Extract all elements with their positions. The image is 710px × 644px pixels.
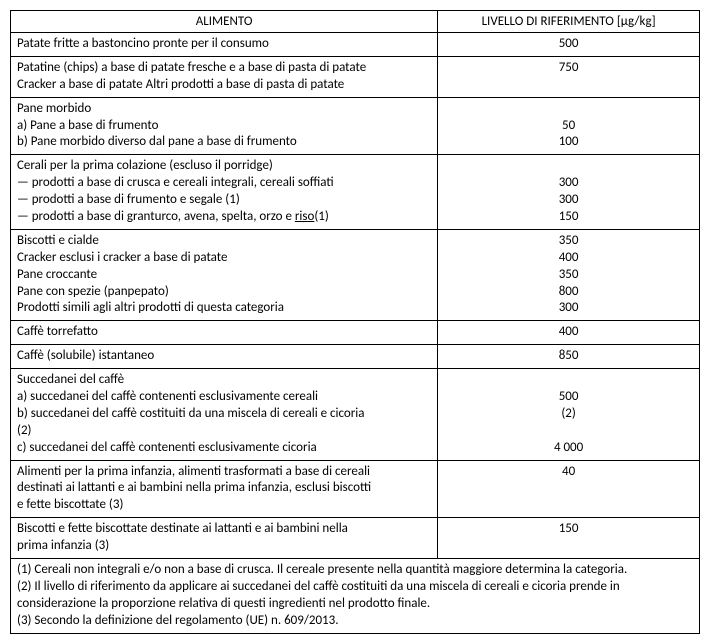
- food-cell: Patate fritte a bastoncino pronte per il…: [11, 33, 438, 57]
- value-cell: 350400350800300: [438, 229, 700, 320]
- food-cell: Caffè torrefatto: [11, 321, 438, 345]
- value-cell: 50100: [438, 97, 700, 155]
- col-header-level: LIVELLO DI RIFERIMENTO [μg/kg]: [438, 11, 700, 33]
- footnotes-cell: (1) Cereali non integrali e/o non a base…: [11, 559, 700, 634]
- food-cell: Biscotti e fette biscottate destinate ai…: [11, 518, 438, 559]
- food-cell: Succedanei del caffèa) succedanei del ca…: [11, 369, 438, 460]
- col-header-food: ALIMENTO: [11, 11, 438, 33]
- value-cell: 150: [438, 518, 700, 559]
- value-cell: 40: [438, 460, 700, 518]
- food-cell: Cerali per la prima colazione (escluso i…: [11, 155, 438, 230]
- food-cell: Patatine (chips) a base di patate fresch…: [11, 56, 438, 97]
- food-cell: Alimenti per la prima infanzia, alimenti…: [11, 460, 438, 518]
- value-cell: 850: [438, 345, 700, 369]
- reference-table: ALIMENTO LIVELLO DI RIFERIMENTO [μg/kg] …: [10, 10, 700, 634]
- value-cell: 500(2) 4 000: [438, 369, 700, 460]
- value-cell: 500: [438, 33, 700, 57]
- value-cell: 750: [438, 56, 700, 97]
- value-cell: 400: [438, 321, 700, 345]
- food-cell: Biscotti e cialdeCracker esclusi i crack…: [11, 229, 438, 320]
- value-cell: 300300150: [438, 155, 700, 230]
- food-cell: Caffè (solubile) istantaneo: [11, 345, 438, 369]
- food-cell: Pane morbidoa) Pane a base di frumentob)…: [11, 97, 438, 155]
